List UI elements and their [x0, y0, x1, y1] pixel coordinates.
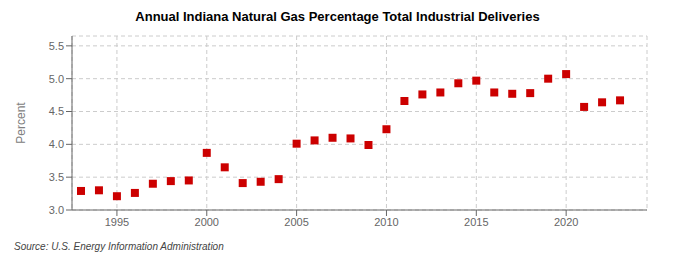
- html-text:Annual Indiana Natural Gas Per: Annual Indiana Natural Gas Percentage To…: [135, 9, 540, 24]
- svg-text:5.0: 5.0: [49, 73, 64, 85]
- svg-text:5.5: 5.5: [49, 40, 64, 52]
- svg-text:Percent: Percent: [14, 102, 28, 144]
- html-text:Source: U.S. Energy Informatio: Source: U.S. Energy Information Administ…: [14, 241, 224, 252]
- svg-text:4.0: 4.0: [49, 138, 64, 150]
- svg-text:2010: 2010: [374, 216, 398, 228]
- svg-text:4.5: 4.5: [49, 105, 64, 117]
- svg-text:3.0: 3.0: [49, 204, 64, 216]
- svg-text:2020: 2020: [554, 216, 578, 228]
- svg-text:1995: 1995: [105, 216, 129, 228]
- svg-text:2005: 2005: [284, 216, 308, 228]
- svg-text:2000: 2000: [195, 216, 219, 228]
- svg-text:3.5: 3.5: [49, 171, 64, 183]
- svg-text:2015: 2015: [464, 216, 488, 228]
